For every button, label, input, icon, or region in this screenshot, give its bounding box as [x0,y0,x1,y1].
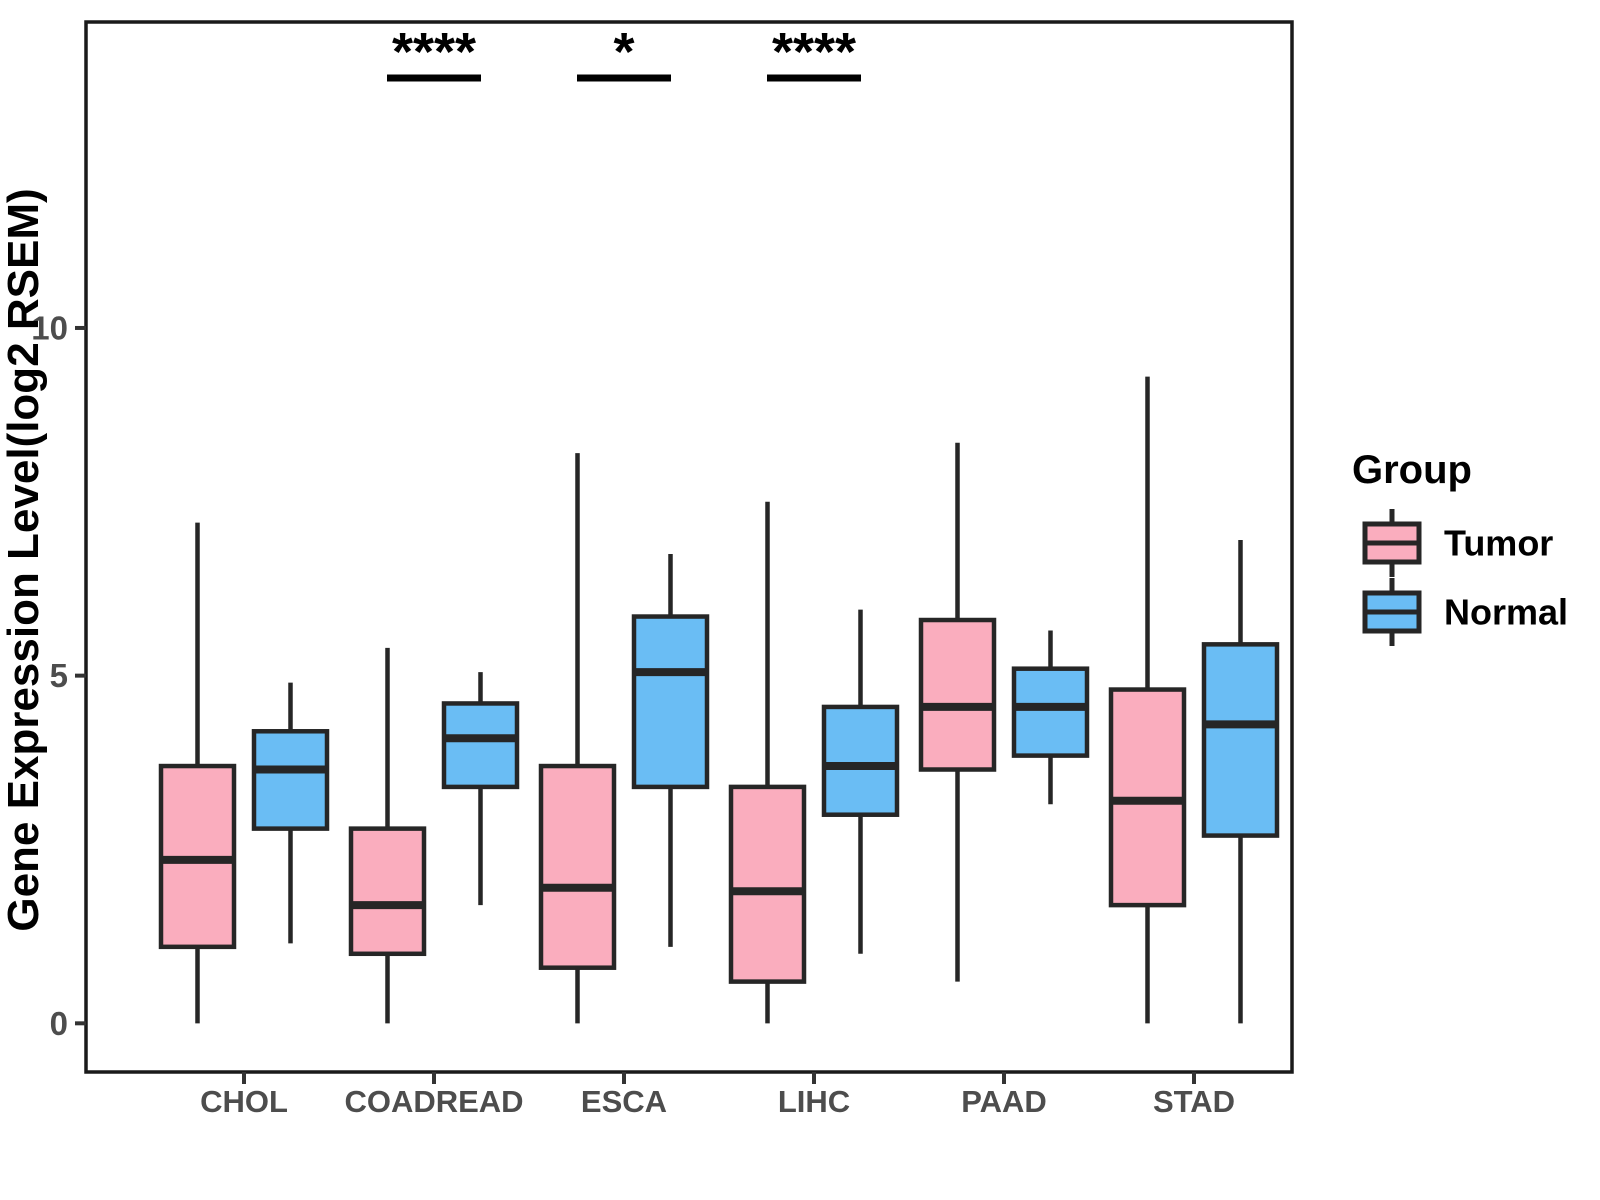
box-lihc-tumor [728,784,807,984]
box-lihc-normal [821,704,900,817]
y-axis-title: Gene Expression Level(log2 RSEM) [0,188,48,931]
x-tick-label-paad: PAAD [961,1084,1047,1119]
legend-item-normal: Normal [1362,578,1568,646]
box-esca-normal [631,614,710,790]
legend-title: Group [1352,448,1472,492]
legend-label-normal: Normal [1444,592,1568,633]
box-chol-normal [251,729,330,831]
x-tick-label-esca: ESCA [581,1084,667,1119]
y-tick-label-5: 5 [50,657,68,694]
box-stad-normal [1201,642,1280,838]
legend-item-tumor: Tumor [1362,509,1553,577]
x-tick-label-coadread: COADREAD [344,1084,523,1119]
y-tick-label-10: 10 [31,309,68,346]
box-esca-tumor [538,763,617,970]
x-tick-label-chol: CHOL [200,1084,288,1119]
x-tick-label-stad: STAD [1153,1084,1235,1119]
significance-label-coadread: **** [392,22,476,82]
box-paad-normal [1011,666,1090,758]
legend-label-tumor: Tumor [1444,523,1553,564]
significance-label-esca: * [613,22,634,82]
x-tick-label-lihc: LIHC [778,1084,850,1119]
box-coadread-normal [441,701,520,790]
y-tick-label-0: 0 [50,1005,68,1042]
box-coadread-tumor [348,826,427,957]
significance-label-lihc: **** [772,22,856,82]
plot-panel-border [84,20,1294,1074]
box-paad-tumor [918,617,997,772]
